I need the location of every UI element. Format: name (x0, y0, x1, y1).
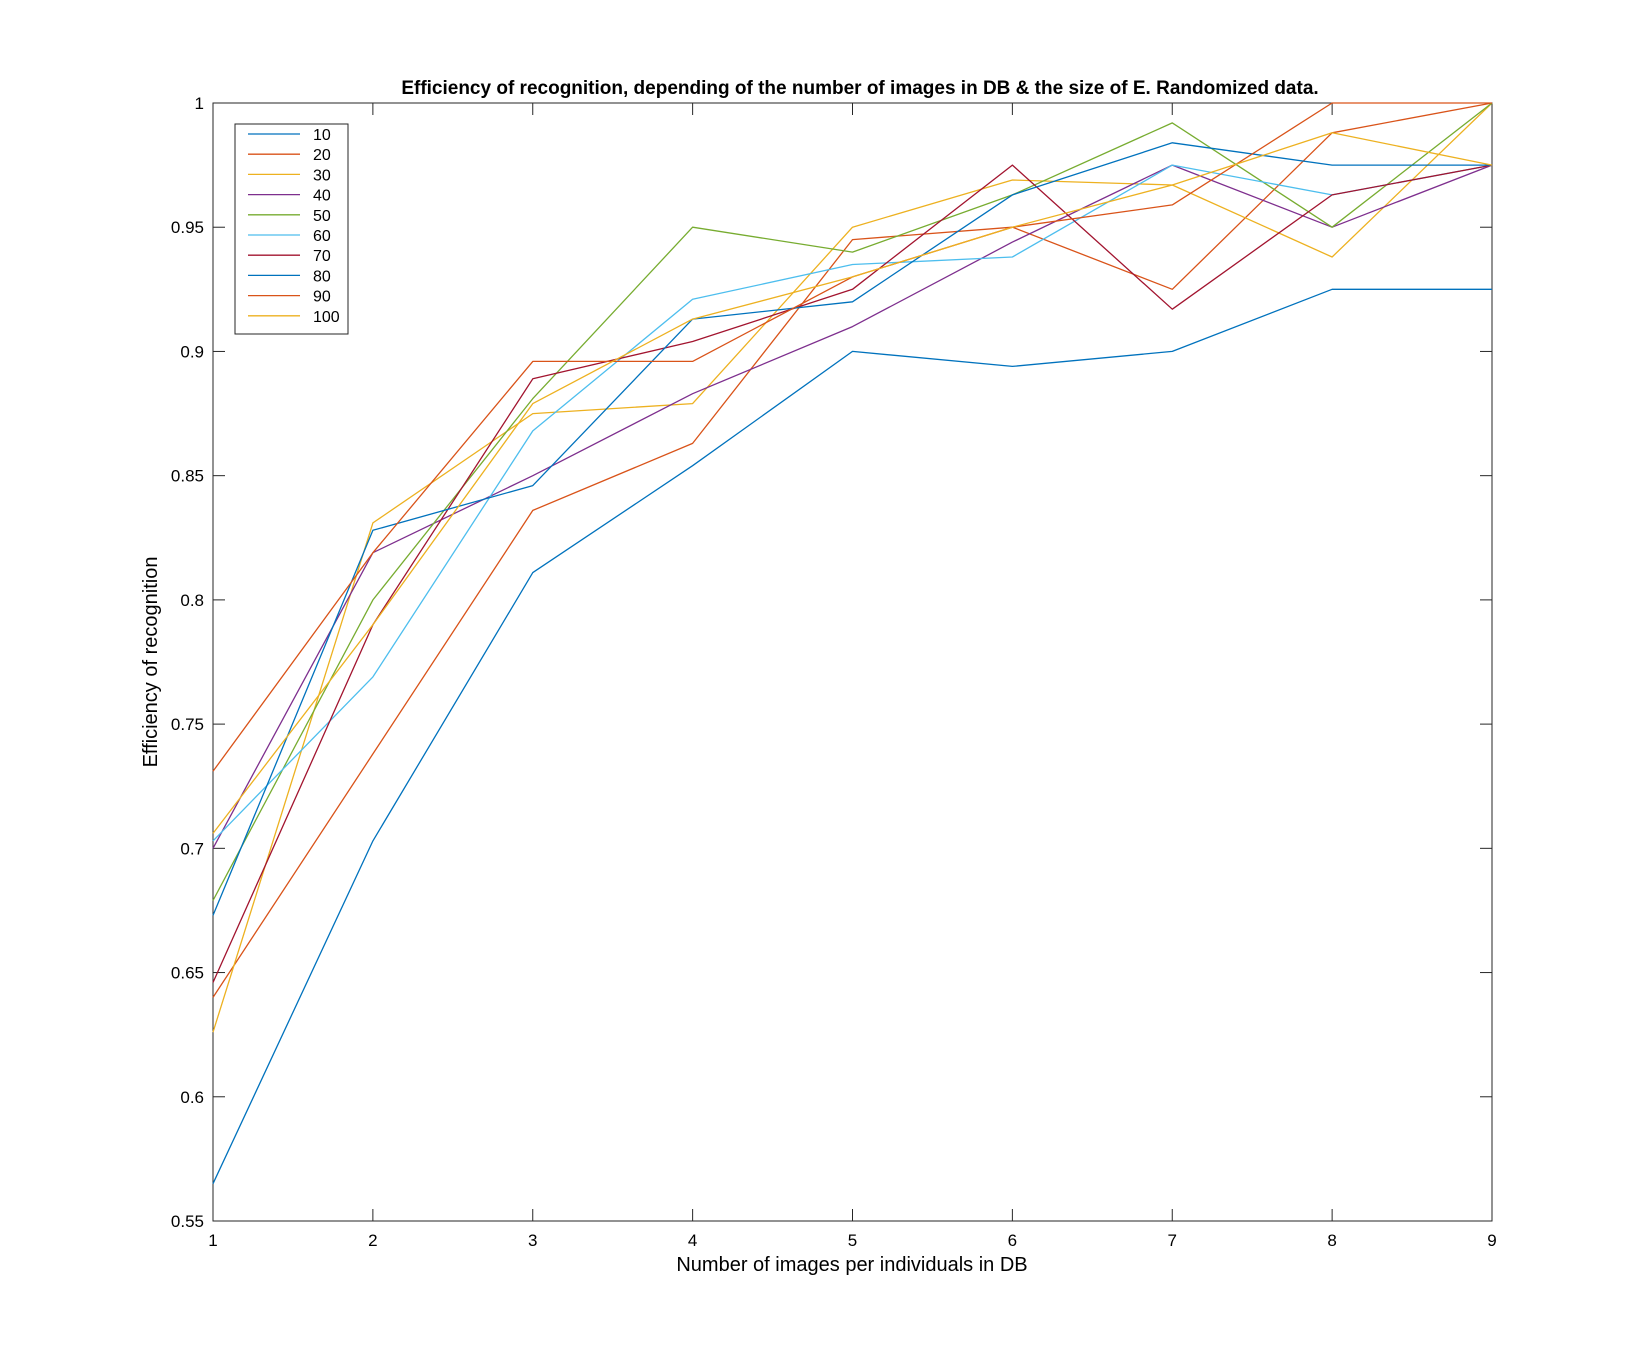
legend-label: 20 (313, 147, 331, 164)
series-line-60 (212, 164, 1493, 842)
x-tick-label: 1 (208, 1231, 217, 1250)
legend-label: 70 (313, 248, 331, 265)
legend-label: 10 (313, 127, 331, 144)
x-tick-label: 2 (368, 1231, 377, 1250)
x-tick-label: 4 (688, 1231, 697, 1250)
y-tick-label: 1 (195, 94, 204, 113)
y-tick-label: 0.9 (180, 342, 204, 361)
x-tick-label: 8 (1327, 1231, 1336, 1250)
legend-box (234, 123, 349, 335)
y-axis-label: Efficiency of recognition (140, 557, 162, 768)
y-tick-label: 0.8 (180, 591, 204, 610)
series-line-50 (212, 102, 1493, 901)
x-tick-label: 7 (1168, 1231, 1177, 1250)
series-line-70 (212, 164, 1493, 983)
plot-area (212, 102, 1493, 1222)
series-line-100 (212, 132, 1493, 834)
series-line-80 (212, 142, 1492, 916)
series-line-10 (212, 288, 1492, 1184)
legend-label: 50 (313, 208, 331, 225)
legend-label: 90 (313, 289, 331, 306)
y-tick-label: 0.75 (171, 715, 204, 734)
legend: 10 20 30 40 50 60 70 80 90 100 (234, 123, 349, 335)
x-tick-label: 3 (528, 1231, 537, 1250)
legend-label: 60 (313, 228, 331, 245)
chart-title: Efficiency of recognition, depending of … (401, 78, 1318, 99)
x-axis: 1 2 3 4 5 6 7 8 9 (208, 103, 1497, 1250)
legend-label: 30 (313, 167, 331, 184)
x-tick-label: 9 (1487, 1231, 1496, 1250)
y-tick-label: 0.95 (171, 218, 204, 237)
legend-label: 80 (313, 268, 331, 285)
series-lines (212, 102, 1493, 1184)
legend-label: 40 (313, 188, 331, 205)
series-line-40 (212, 164, 1493, 849)
x-tick-label: 5 (848, 1231, 857, 1250)
y-tick-label: 0.65 (171, 964, 204, 983)
y-tick-label: 0.6 (180, 1088, 204, 1107)
y-tick-label: 0.55 (171, 1212, 204, 1231)
y-axis: 0.55 0.6 0.65 0.7 0.75 0.8 0.85 0.9 0.95 1 (171, 94, 1492, 1231)
y-tick-label: 0.7 (180, 839, 204, 858)
x-tick-label: 6 (1008, 1231, 1017, 1250)
y-tick-label: 0.85 (171, 467, 204, 486)
x-axis-label: Number of images per individuals in DB (676, 1254, 1027, 1276)
legend-label: 100 (313, 309, 340, 326)
